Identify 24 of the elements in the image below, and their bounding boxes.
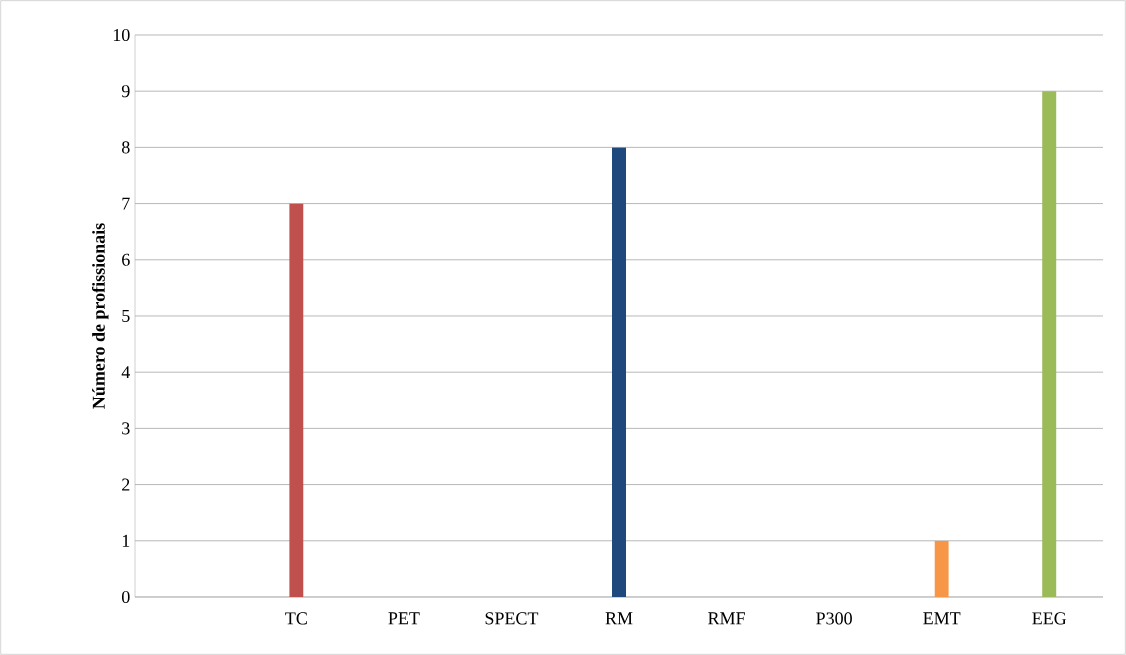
- y-tick-label: 5: [122, 310, 130, 322]
- y-tick-label: 0: [121, 590, 130, 604]
- y-tick-label: 4: [121, 366, 131, 379]
- y-tick-label: 7: [122, 197, 130, 210]
- y-tick-label: 2: [122, 478, 130, 491]
- x-tick-label: RM: [605, 612, 633, 625]
- bar: [289, 203, 304, 597]
- y-tick-label: 3: [122, 422, 130, 435]
- y-tick-label: 8: [121, 141, 130, 154]
- x-tick-label: TC: [285, 612, 307, 625]
- y-axis-title: Número de profissionais: [91, 223, 109, 409]
- bar: [934, 540, 949, 597]
- x-tick-label: SPECT: [485, 612, 539, 625]
- y-tick-label: 10: [113, 28, 130, 42]
- x-tick-label: EEG: [1032, 612, 1067, 625]
- y-tick-label: 6: [122, 253, 130, 266]
- x-tick-label: P300: [816, 612, 852, 625]
- y-tick-label: 1: [122, 534, 130, 547]
- y-tick-label: 9: [121, 85, 130, 98]
- bar: [1042, 91, 1057, 597]
- bar: [612, 147, 626, 597]
- x-tick-label: PET: [388, 612, 420, 625]
- x-tick-label: EMT: [923, 612, 961, 625]
- x-tick-label: RMF: [708, 612, 745, 625]
